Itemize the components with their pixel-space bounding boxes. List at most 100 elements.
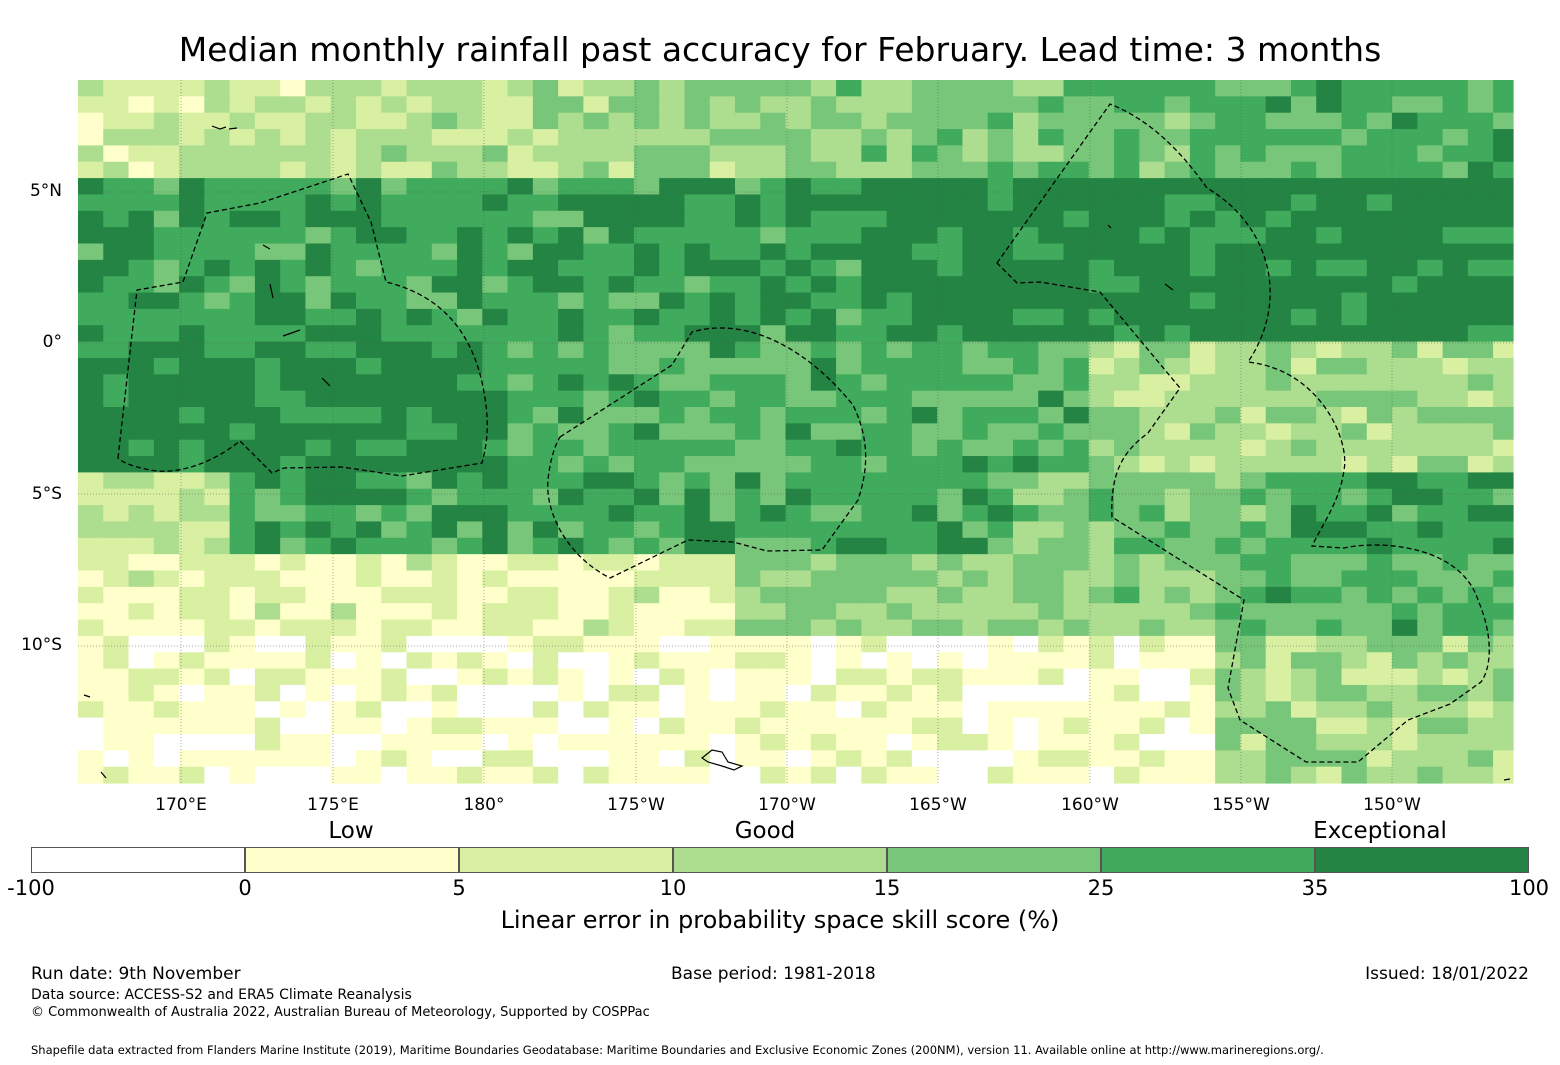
grid-cell — [1316, 684, 1343, 702]
grid-cell — [558, 537, 584, 555]
grid-cell — [254, 537, 281, 555]
grid-cell — [1265, 472, 1292, 490]
grid-cell — [1139, 701, 1166, 719]
grid-cell — [1467, 374, 1494, 392]
grid-cell — [1493, 292, 1514, 310]
grid-cell — [330, 276, 357, 294]
grid-cell — [1417, 684, 1444, 702]
grid-cell — [1240, 357, 1267, 375]
grid-cell — [1189, 374, 1216, 392]
grid-cell — [254, 210, 281, 228]
grid-cell — [709, 390, 736, 408]
grid-cell — [1493, 766, 1514, 784]
grid-cell — [1417, 357, 1444, 375]
grid-cell — [1442, 194, 1469, 212]
grid-cell — [1265, 423, 1292, 441]
grid-cell — [1063, 259, 1090, 277]
grid-cell — [709, 227, 736, 245]
grid-cell — [1063, 423, 1090, 441]
grid-cell — [1316, 129, 1343, 146]
grid-cell — [1417, 668, 1444, 686]
grid-cell — [1265, 145, 1292, 163]
grid-cell — [1316, 586, 1343, 604]
grid-cell — [962, 96, 989, 114]
grid-cell — [1114, 652, 1140, 670]
grid-cell — [886, 325, 913, 343]
grid-cell — [1417, 276, 1444, 294]
grid-cell — [1316, 341, 1343, 359]
grid-cell — [431, 292, 458, 310]
grid-cell — [128, 701, 155, 719]
grid-cell — [330, 635, 357, 653]
grid-cell — [1063, 717, 1090, 735]
grid-cell — [1442, 390, 1469, 408]
grid-cell — [355, 96, 382, 114]
grid-cell — [1467, 619, 1494, 637]
grid-cell — [457, 684, 483, 702]
grid-cell — [532, 684, 559, 702]
grid-cell — [153, 456, 180, 473]
grid-cell — [1442, 439, 1469, 457]
grid-cell — [861, 766, 888, 784]
grid-cell — [532, 717, 559, 735]
grid-cell — [583, 325, 610, 343]
grid-cell — [1038, 341, 1065, 359]
grid-cell — [1038, 243, 1065, 261]
grid-cell — [1366, 374, 1393, 392]
grid-cell — [962, 178, 989, 196]
grid-cell — [886, 570, 913, 588]
grid-cell — [886, 357, 913, 375]
grid-cell — [785, 178, 812, 196]
grid-cell — [558, 374, 584, 392]
grid-cell — [457, 178, 483, 196]
grid-cell — [987, 750, 1014, 768]
grid-cell — [532, 210, 559, 228]
grid-cell — [153, 603, 180, 621]
grid-cell — [1290, 488, 1317, 506]
grid-cell — [431, 259, 458, 277]
grid-cell — [355, 734, 382, 751]
grid-cell — [103, 472, 130, 490]
grid-cell — [709, 407, 736, 424]
grid-cell — [1189, 439, 1216, 457]
grid-cell — [1290, 374, 1317, 392]
grid-cell — [103, 521, 130, 539]
grid-cell — [204, 456, 231, 473]
grid-cell — [1265, 766, 1292, 784]
grid-cell — [1341, 390, 1368, 408]
grid-cell — [1316, 96, 1343, 114]
grid-cell — [229, 390, 256, 408]
grid-cell — [1265, 488, 1292, 506]
grid-cell — [1442, 766, 1469, 784]
grid-cell — [735, 423, 761, 441]
grid-cell — [179, 407, 205, 424]
grid-cell — [583, 668, 610, 686]
grid-cell — [836, 619, 862, 637]
grid-cell — [229, 129, 256, 146]
grid-cell — [355, 308, 382, 326]
grid-cell — [1290, 243, 1317, 261]
grid-cell — [1366, 521, 1393, 539]
grid-cell — [229, 308, 256, 326]
grid-cell — [128, 96, 155, 114]
grid-cell — [836, 129, 862, 146]
grid-cell — [103, 734, 130, 751]
grid-cell — [608, 112, 635, 130]
grid-cell — [886, 80, 913, 97]
grid-cell — [1164, 652, 1191, 670]
grid-cell — [482, 292, 509, 310]
grid-cell — [1442, 472, 1469, 490]
grid-cell — [937, 178, 964, 196]
grid-cell — [1164, 112, 1191, 130]
grid-cell — [558, 259, 584, 277]
grid-cell — [583, 210, 610, 228]
grid-cell — [1366, 684, 1393, 702]
grid-cell — [229, 521, 256, 539]
grid-cell — [457, 341, 483, 359]
grid-cell — [381, 194, 408, 212]
grid-cell — [1316, 439, 1343, 457]
grid-cell — [836, 259, 862, 277]
grid-cell — [507, 766, 534, 784]
grid-cell — [1366, 341, 1393, 359]
grid-cell — [1240, 276, 1267, 294]
